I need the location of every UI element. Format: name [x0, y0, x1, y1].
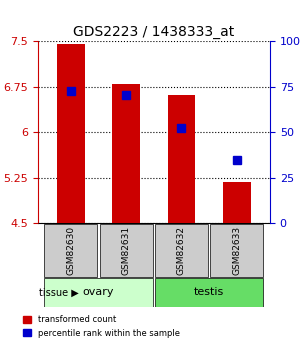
FancyBboxPatch shape — [155, 278, 263, 307]
Bar — [57, 45, 85, 223]
Text: ovary: ovary — [82, 287, 114, 297]
FancyBboxPatch shape — [210, 224, 263, 277]
FancyBboxPatch shape — [44, 224, 97, 277]
Text: tissue ▶: tissue ▶ — [39, 287, 78, 297]
Text: GSM82630: GSM82630 — [66, 226, 75, 275]
Title: GDS2223 / 1438333_at: GDS2223 / 1438333_at — [73, 25, 234, 39]
Text: GSM82631: GSM82631 — [122, 226, 130, 275]
FancyBboxPatch shape — [155, 224, 208, 277]
FancyBboxPatch shape — [44, 278, 153, 307]
Bar — [112, 84, 140, 223]
Bar — [168, 95, 195, 223]
Bar — [223, 182, 250, 223]
FancyBboxPatch shape — [100, 224, 153, 277]
Text: testis: testis — [194, 287, 224, 297]
Text: GSM82633: GSM82633 — [232, 226, 241, 275]
Legend: transformed count, percentile rank within the sample: transformed count, percentile rank withi… — [19, 312, 183, 341]
Text: GSM82632: GSM82632 — [177, 226, 186, 275]
